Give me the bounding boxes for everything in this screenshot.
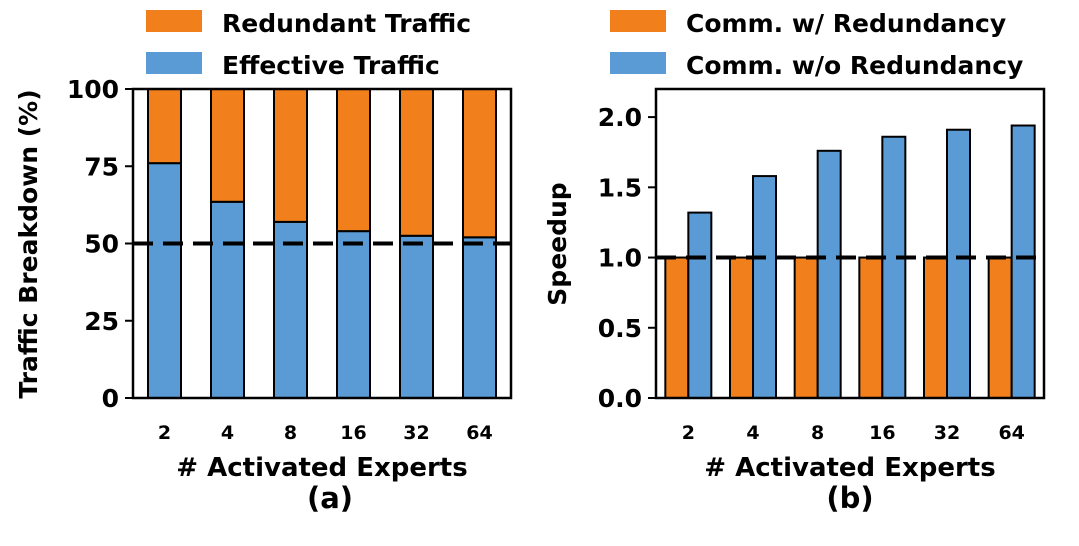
x-tick-label: 4 xyxy=(221,422,234,444)
x-tick-label: 64 xyxy=(466,422,492,444)
x-tick-label: 32 xyxy=(403,422,429,444)
bar-effective-8 xyxy=(273,220,308,399)
bar-effective-64 xyxy=(462,236,497,399)
y-tick-label: 0 xyxy=(102,384,119,413)
bar-redundant-16 xyxy=(336,88,371,233)
bar-with-redundancy-32 xyxy=(923,256,948,399)
legend-swatch-redundant xyxy=(146,10,202,32)
bar-with-redundancy-64 xyxy=(987,256,1013,399)
bar-redundant-64 xyxy=(462,88,497,239)
plot-frame-b xyxy=(654,87,1046,400)
bars-b xyxy=(664,124,1036,399)
legend-swatch-without-redundancy xyxy=(610,52,666,74)
x-tick-label: 32 xyxy=(934,422,960,444)
x-tick-label: 8 xyxy=(284,422,297,444)
bar-effective-16 xyxy=(336,230,371,399)
x-tick-label: 64 xyxy=(998,422,1024,444)
bar-with-redundancy-4 xyxy=(729,256,754,399)
bar-redundant-4 xyxy=(210,88,245,203)
legend-swatch-with-redundancy xyxy=(610,10,666,32)
legend-swatch-effective xyxy=(146,52,202,74)
panel-label-a: (a) xyxy=(307,481,353,515)
bar-redundant-32 xyxy=(399,88,434,237)
bar-without-redundancy-4 xyxy=(752,175,777,399)
x-tick-label: 4 xyxy=(746,422,759,444)
bar-without-redundancy-16 xyxy=(881,135,907,399)
bar-redundant-2 xyxy=(147,88,182,165)
y-tick-label: 50 xyxy=(84,230,119,259)
bar-without-redundancy-32 xyxy=(946,128,971,399)
panel-label-b: (b) xyxy=(826,481,873,515)
bar-with-redundancy-2 xyxy=(664,256,690,399)
x-tick-label: 8 xyxy=(811,422,824,444)
y-tick-label: 25 xyxy=(84,307,119,336)
y-tick-label: 0.5 xyxy=(598,314,642,343)
x-tick-label: 2 xyxy=(158,422,171,444)
legend-label-effective: Effective Traffic xyxy=(222,51,440,80)
legend-a: Redundant Traffic Effective Traffic xyxy=(146,9,471,80)
x-tick-label: 16 xyxy=(340,422,366,444)
bar-redundant-8 xyxy=(273,88,308,223)
legend-b: Comm. w/ Redundancy Comm. w/o Redundancy xyxy=(610,9,1023,80)
legend-label-without-redundancy: Comm. w/o Redundancy xyxy=(686,51,1023,80)
x-axis-a: 2 4 8 16 32 64 xyxy=(158,422,493,444)
chart-b: Comm. w/ Redundancy Comm. w/o Redundancy… xyxy=(543,9,1046,515)
bar-with-redundancy-16 xyxy=(858,256,884,399)
x-axis-b: 2 4 8 16 32 64 xyxy=(682,422,1025,444)
y-axis-label-a: Traffic Breakdown (%) xyxy=(14,89,43,398)
bar-effective-4 xyxy=(210,200,245,399)
y-axis-a: 0 25 50 75 100 xyxy=(67,75,133,413)
y-tick-label: 75 xyxy=(84,152,119,181)
bar-effective-32 xyxy=(399,234,434,399)
y-tick-label: 1.5 xyxy=(598,173,642,202)
y-axis-label-b: Speedup xyxy=(543,182,572,305)
legend-label-with-redundancy: Comm. w/ Redundancy xyxy=(686,9,1006,38)
bar-without-redundancy-8 xyxy=(816,149,842,399)
bars-a xyxy=(147,88,497,399)
y-tick-label: 2.0 xyxy=(598,103,642,132)
y-tick-label: 100 xyxy=(67,75,119,104)
y-tick-label: 1.0 xyxy=(598,244,642,273)
legend-label-redundant: Redundant Traffic xyxy=(222,9,471,38)
x-tick-label: 16 xyxy=(869,422,895,444)
x-axis-label-a: # Activated Experts xyxy=(176,453,467,483)
chart-a: Redundant Traffic Effective Traffic 0 25 5… xyxy=(14,9,513,515)
bar-without-redundancy-64 xyxy=(1010,124,1036,399)
bar-with-redundancy-8 xyxy=(793,256,819,399)
bar-without-redundancy-2 xyxy=(687,211,713,399)
x-axis-label-b: # Activated Experts xyxy=(704,453,995,483)
y-axis-b: 0.0 0.5 1.0 1.5 2.0 xyxy=(598,103,656,413)
x-tick-label: 2 xyxy=(682,422,695,444)
y-tick-label: 0.0 xyxy=(598,384,642,413)
bar-effective-2 xyxy=(147,162,182,399)
